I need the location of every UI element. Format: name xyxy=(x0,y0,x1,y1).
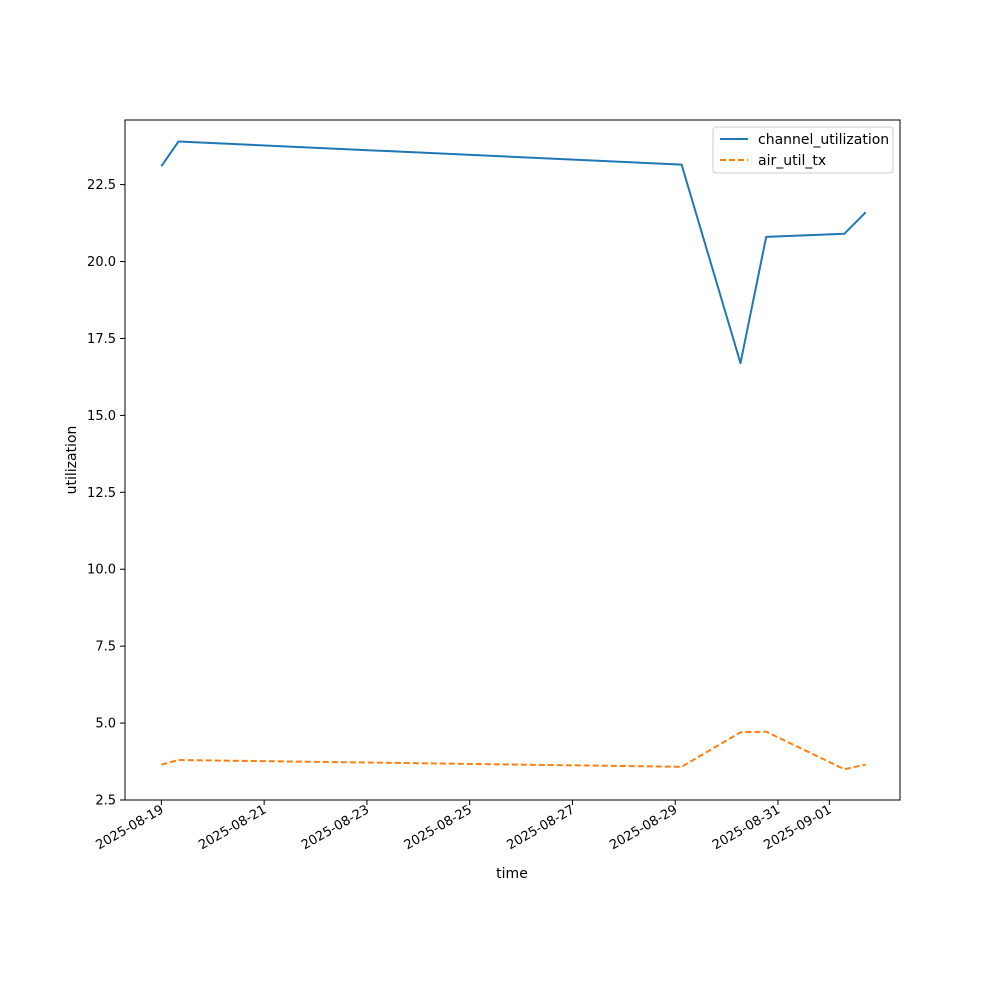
series-line-air-util-tx xyxy=(161,730,866,771)
y-tick-label: 15.0 xyxy=(87,409,116,424)
y-tick-label: 7.5 xyxy=(95,640,116,655)
y-tick-label: 5.0 xyxy=(95,717,116,732)
legend: channel_utilization air_util_tx xyxy=(712,126,894,174)
y-tick-label: 20.0 xyxy=(87,255,116,270)
y-tick-label: 2.5 xyxy=(95,794,116,809)
y-axis-label: utilization xyxy=(64,426,80,495)
y-tick-label: 10.0 xyxy=(87,563,116,578)
y-tick-label: 12.5 xyxy=(87,486,116,501)
legend-box xyxy=(712,126,894,174)
plot-frame xyxy=(124,119,901,801)
series-line-channel-utilization xyxy=(160,140,867,365)
y-tick-label: 22.5 xyxy=(87,178,116,193)
x-axis-label: time xyxy=(496,866,528,882)
y-tick-label: 17.5 xyxy=(87,332,116,347)
series-layer xyxy=(160,140,867,771)
legend-label-channel-utilization: channel_utilization xyxy=(758,132,889,148)
legend-label-air-util-tx: air_util_tx xyxy=(758,153,826,169)
